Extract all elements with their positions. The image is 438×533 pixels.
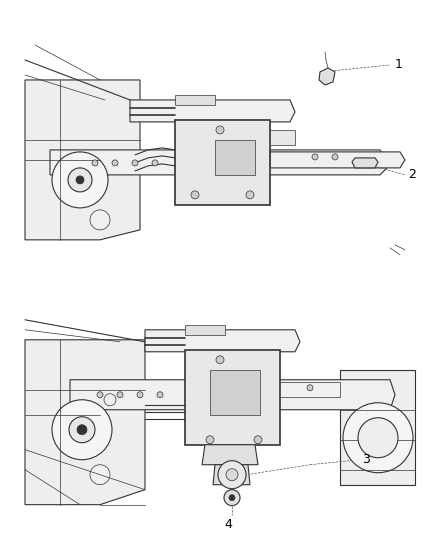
Circle shape: [343, 403, 413, 473]
Text: 2: 2: [408, 168, 416, 181]
Polygon shape: [130, 100, 295, 122]
Circle shape: [137, 392, 143, 398]
Circle shape: [224, 490, 240, 506]
Circle shape: [246, 191, 254, 199]
Polygon shape: [210, 370, 260, 415]
Polygon shape: [185, 325, 225, 335]
Circle shape: [92, 160, 98, 166]
Polygon shape: [25, 80, 140, 240]
Circle shape: [157, 392, 163, 398]
Text: 1: 1: [395, 59, 403, 71]
Circle shape: [104, 394, 116, 406]
Polygon shape: [175, 120, 270, 205]
Polygon shape: [213, 465, 250, 484]
Circle shape: [52, 152, 108, 208]
Circle shape: [69, 417, 95, 443]
Polygon shape: [202, 445, 258, 465]
Polygon shape: [70, 379, 395, 410]
Polygon shape: [175, 95, 215, 105]
Circle shape: [90, 465, 110, 484]
Circle shape: [132, 160, 138, 166]
Circle shape: [218, 461, 246, 489]
Polygon shape: [25, 10, 415, 255]
Circle shape: [332, 154, 338, 160]
Circle shape: [216, 126, 224, 134]
Polygon shape: [352, 158, 378, 168]
Polygon shape: [319, 68, 335, 85]
Circle shape: [229, 495, 235, 500]
Circle shape: [152, 160, 158, 166]
Circle shape: [216, 356, 224, 364]
Circle shape: [206, 435, 214, 443]
Polygon shape: [185, 350, 280, 445]
Circle shape: [90, 210, 110, 230]
Polygon shape: [50, 150, 390, 175]
Circle shape: [68, 168, 92, 192]
Circle shape: [117, 392, 123, 398]
Polygon shape: [340, 370, 415, 484]
Circle shape: [76, 176, 84, 184]
Polygon shape: [25, 280, 415, 515]
Text: 3: 3: [362, 453, 370, 466]
Circle shape: [191, 191, 199, 199]
Polygon shape: [25, 340, 145, 505]
Polygon shape: [270, 152, 405, 168]
Circle shape: [52, 400, 112, 459]
Polygon shape: [270, 130, 295, 145]
Circle shape: [358, 418, 398, 458]
Circle shape: [307, 385, 313, 391]
Circle shape: [312, 154, 318, 160]
Circle shape: [254, 435, 262, 443]
Polygon shape: [215, 140, 255, 175]
Circle shape: [112, 160, 118, 166]
Circle shape: [226, 469, 238, 481]
Polygon shape: [280, 382, 340, 397]
Circle shape: [77, 425, 87, 435]
Circle shape: [97, 392, 103, 398]
Polygon shape: [145, 330, 300, 352]
Text: 4: 4: [224, 518, 232, 531]
